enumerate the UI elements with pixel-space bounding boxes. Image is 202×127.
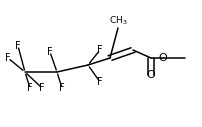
Text: F: F [5, 53, 11, 63]
Text: F: F [47, 47, 53, 57]
Text: F: F [97, 77, 102, 87]
Text: F: F [59, 83, 64, 93]
Text: F: F [39, 83, 45, 93]
Text: O: O [158, 53, 167, 63]
Text: O: O [146, 70, 155, 80]
Text: F: F [27, 83, 33, 93]
Text: CH$_3$: CH$_3$ [108, 14, 127, 27]
Text: F: F [97, 45, 102, 55]
Text: F: F [15, 41, 21, 51]
